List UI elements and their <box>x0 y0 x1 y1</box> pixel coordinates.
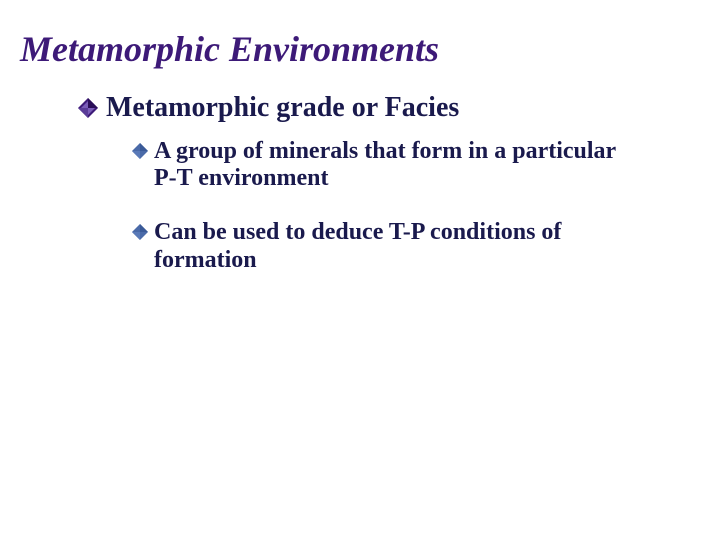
level2-text-1: Can be used to deduce T-P conditions of … <box>154 219 620 274</box>
level2-text-0: A group of minerals that form in a parti… <box>154 138 620 193</box>
slide: Metamorphic Environments Metamorphic gra… <box>0 0 720 540</box>
bullet-level1-row: Metamorphic grade or Facies <box>78 92 700 124</box>
diamond-solid-icon <box>132 224 148 245</box>
diamond-solid-svg <box>132 143 148 159</box>
diamond-svg <box>78 98 98 118</box>
slide-title: Metamorphic Environments <box>20 30 700 70</box>
level1-text: Metamorphic grade or Facies <box>106 92 459 124</box>
bullet-level2-row: Can be used to deduce T-P conditions of … <box>132 219 620 274</box>
diamond-bullet-icon <box>78 98 98 123</box>
diamond-solid-icon <box>132 143 148 164</box>
diamond-solid-svg <box>132 224 148 240</box>
bullet-level2-row: A group of minerals that form in a parti… <box>132 138 620 193</box>
